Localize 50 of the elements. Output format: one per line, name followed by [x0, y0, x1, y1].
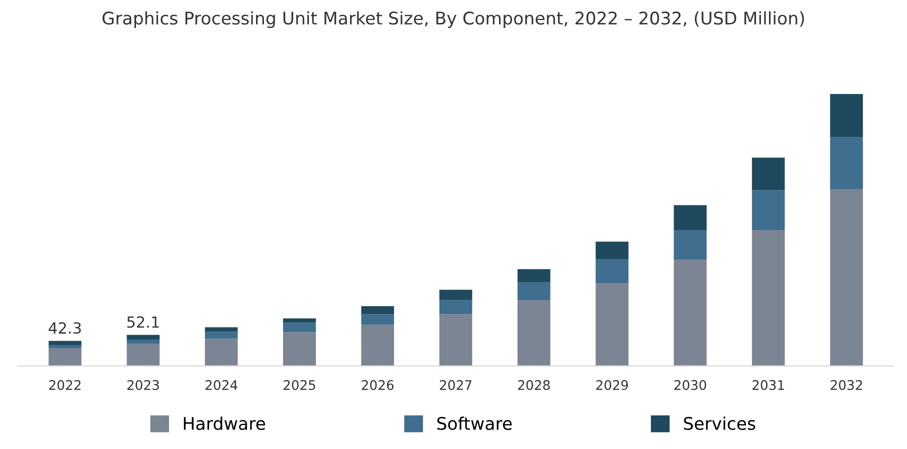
legend-label: Services: [684, 416, 756, 430]
bar: [204, 338, 238, 366]
x-tick-label: 2028: [518, 380, 550, 390]
bar: [126, 344, 160, 366]
x-tick-label: 2025: [284, 380, 316, 390]
bar: [752, 190, 785, 230]
bar: [752, 230, 785, 366]
annotation: 52.1: [127, 316, 159, 328]
legend-label: Hardware: [184, 416, 266, 430]
bar: [283, 332, 316, 366]
x-tick-label: 2029: [596, 380, 628, 390]
legend-label: Software: [437, 416, 512, 430]
bar: [518, 269, 550, 282]
bar: [283, 318, 316, 323]
bar: [283, 322, 316, 332]
x-tick-label: 2023: [127, 380, 159, 390]
bar: [204, 332, 238, 339]
bar: [48, 344, 82, 348]
bar: [361, 324, 394, 366]
bar: [596, 259, 628, 283]
annotation: 42.3: [48, 322, 81, 334]
bar: [830, 189, 863, 366]
x-tick-label: 2032: [830, 380, 862, 390]
x-tick-label: 2030: [674, 380, 706, 390]
x-tick-label: 2024: [206, 380, 238, 390]
bar: [48, 348, 82, 366]
bar: [518, 282, 550, 300]
x-tick-label: 2031: [752, 380, 784, 390]
bar: [361, 314, 394, 325]
bar: [439, 300, 472, 314]
bar: [126, 340, 160, 344]
chart-title: Graphics Processing Unit Market Size, By Component, 2022 – 2032, (USD Million): [102, 11, 804, 28]
bar: [674, 230, 707, 260]
bar: [439, 314, 472, 366]
bar: [361, 306, 394, 314]
bar: [674, 205, 707, 230]
bar: [830, 94, 863, 138]
bar: [596, 282, 628, 366]
x-tick-label: 2026: [362, 380, 394, 390]
bar: [518, 300, 550, 366]
x-tick-label: 2022: [49, 380, 80, 390]
bar: [596, 242, 628, 260]
bar: [830, 137, 863, 190]
bar: [752, 158, 785, 190]
bar: [48, 340, 82, 345]
bar: [674, 260, 707, 366]
bar: [204, 327, 238, 332]
x-tick-label: 2027: [440, 380, 472, 390]
bar: [439, 290, 472, 300]
bar: [126, 334, 160, 340]
